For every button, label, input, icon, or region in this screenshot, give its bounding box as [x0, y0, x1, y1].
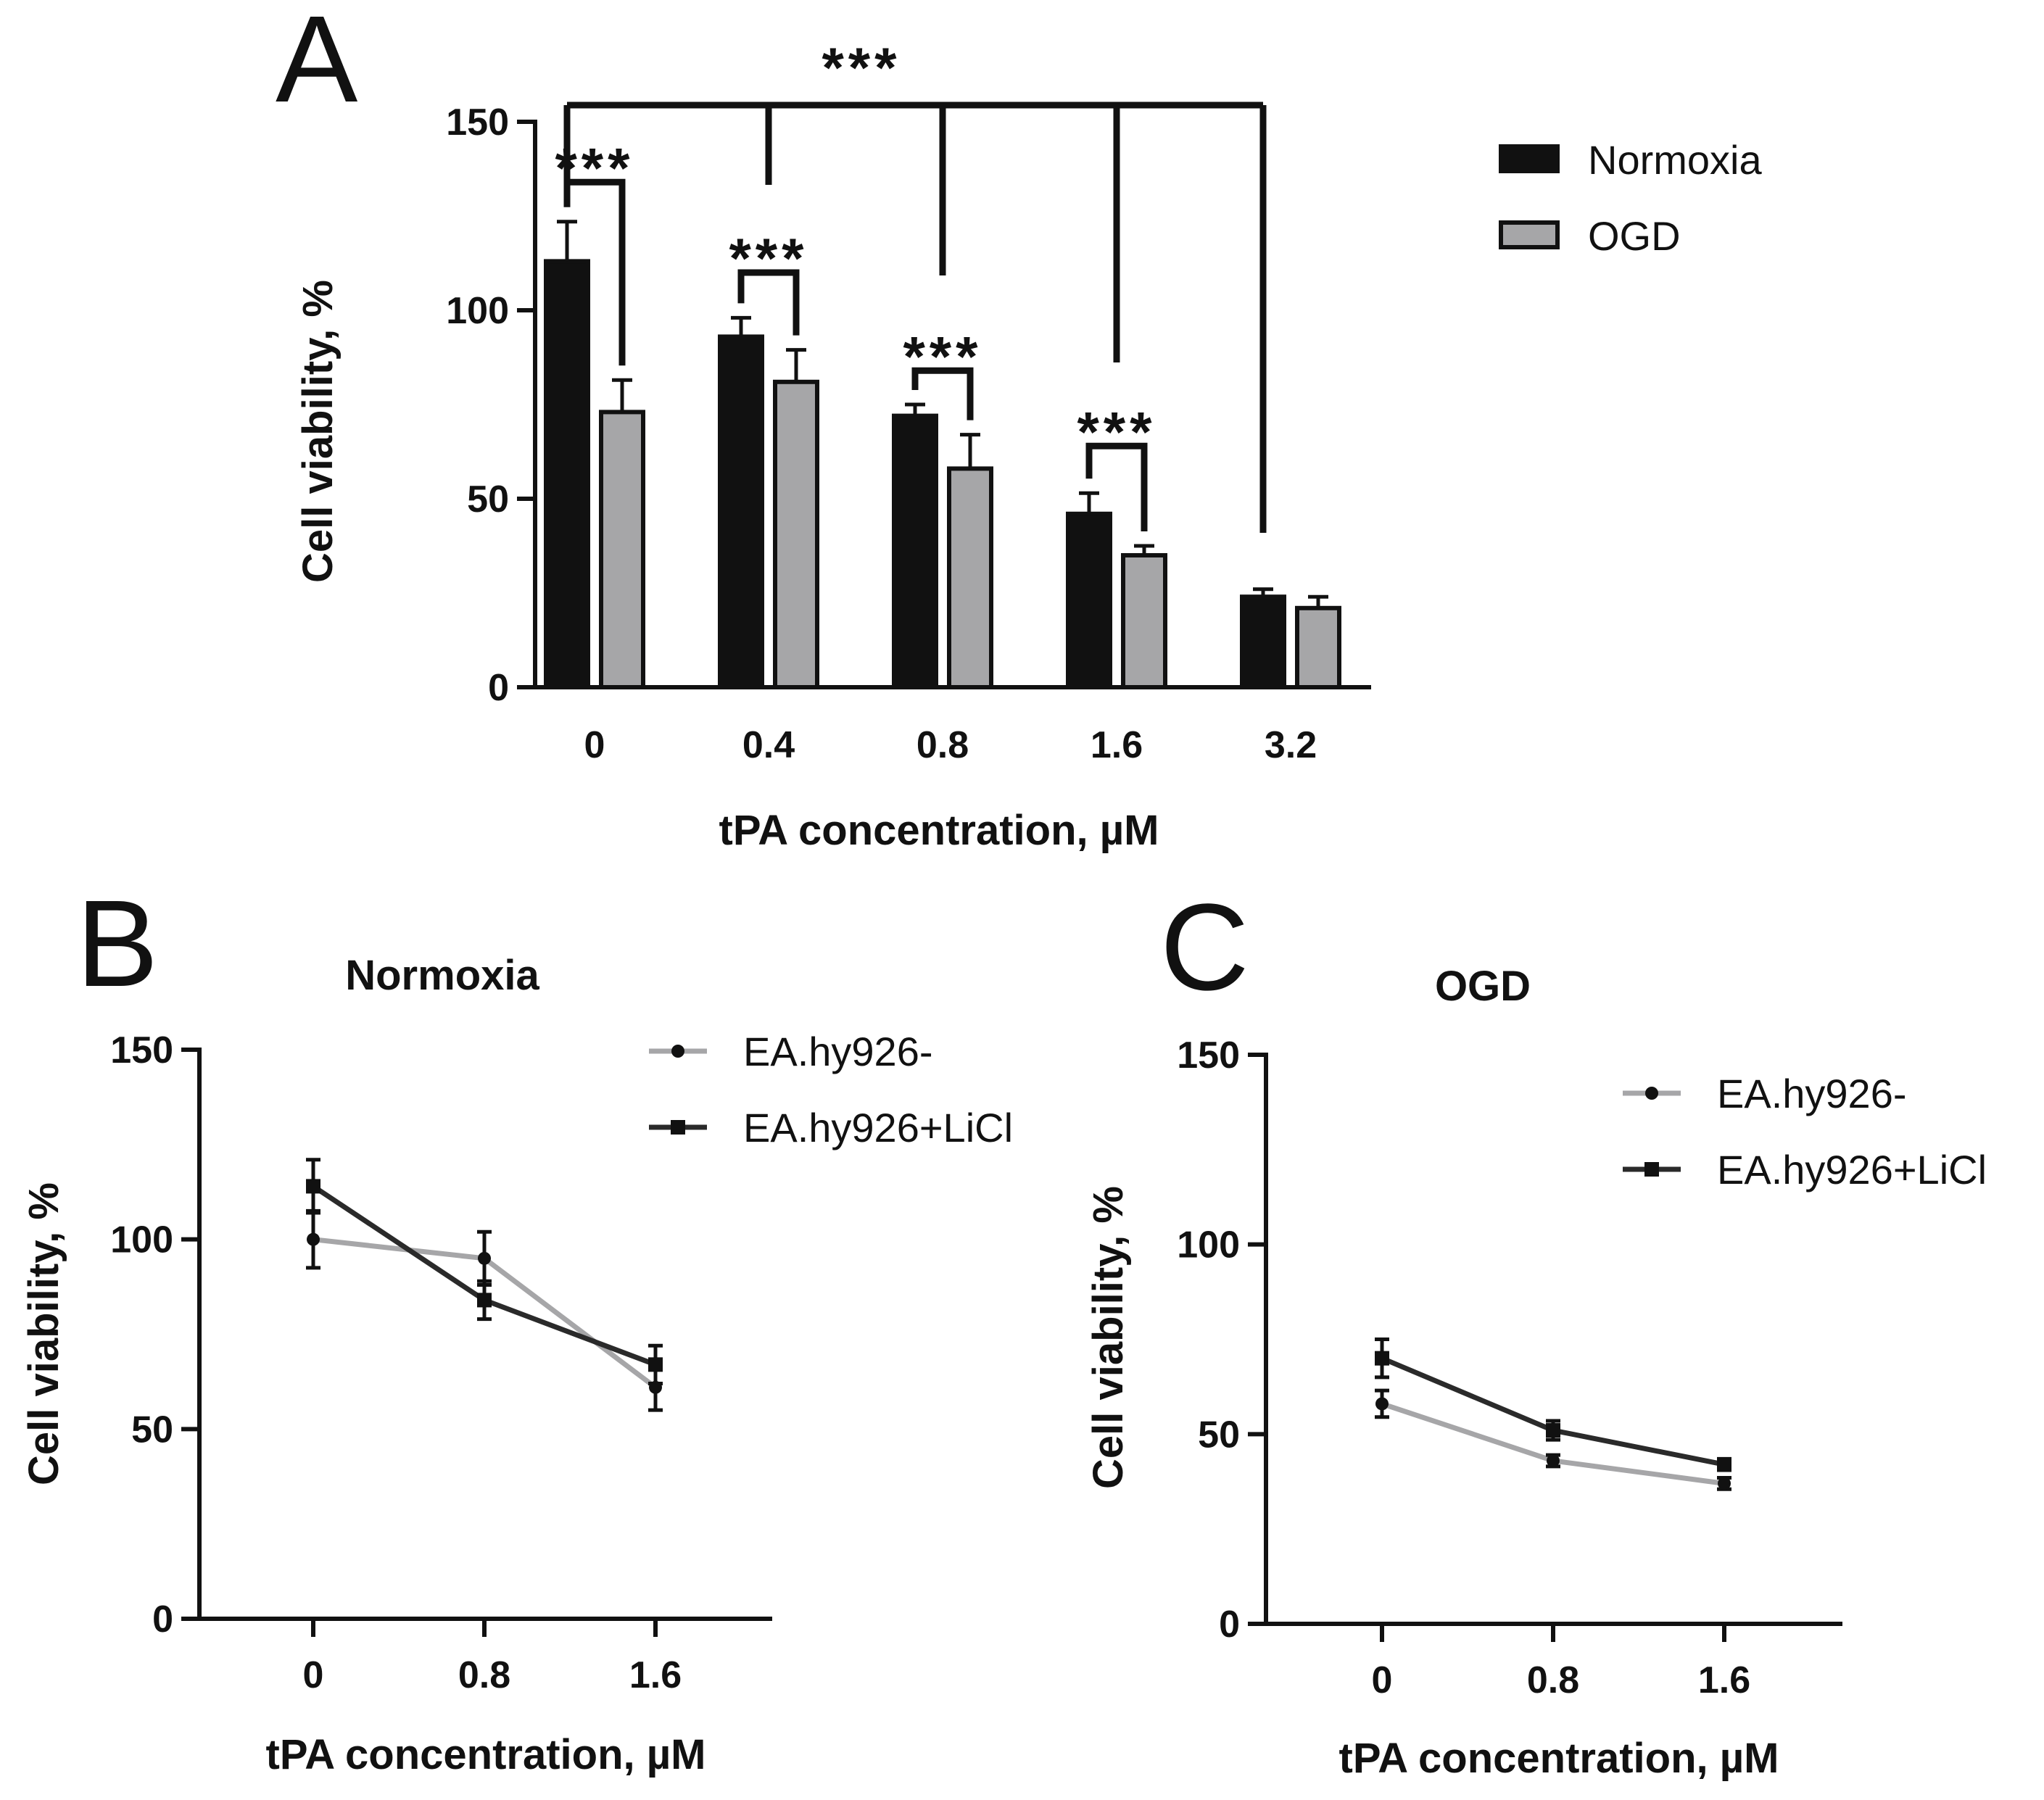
panel-c-x-title: tPA concentration, µM: [1339, 1735, 1779, 1782]
panel-a-significance-label: ***: [1077, 399, 1156, 463]
panel-c-series-line: [1381, 1401, 1725, 1486]
panel-b-point: [307, 1232, 320, 1246]
panel-a-significance-bracket: [911, 367, 974, 420]
panel-c-point: [1718, 1477, 1731, 1490]
panel-a-bar: [892, 413, 938, 689]
panel-a-x-tick-label: 1.6: [1091, 724, 1143, 766]
panel-c-point: [1375, 1397, 1389, 1411]
panel-b-y-tick-label: 50: [131, 1409, 173, 1451]
panel-b-legend-label: EA.hy926+LiCl: [743, 1105, 1013, 1150]
panel-b-point: [477, 1293, 492, 1308]
panel-a-x-title: tPA concentration, µM: [719, 807, 1159, 854]
panel-a-y-title: Cell viability, %: [294, 280, 342, 583]
panel-a-letter: A: [276, 0, 358, 128]
panel-b-y-tick-label: 100: [110, 1219, 173, 1261]
panel-c-x-tick-label: 0: [1372, 1659, 1393, 1701]
panel-c-point: [1717, 1457, 1731, 1472]
panel-a-bar: [718, 334, 764, 689]
panel-a-bar: [947, 466, 993, 690]
panel-a-bar: [1295, 605, 1341, 689]
panel-a-bar: [1121, 553, 1167, 689]
panel-b-y-tick-label: 0: [152, 1598, 173, 1641]
panel-c-y-title: Cell viability, %: [1085, 1186, 1132, 1489]
panel-b-x-title: tPA concentration, µM: [266, 1731, 706, 1778]
panel-b-legend-marker: [671, 1120, 685, 1135]
panel-c-letter: C: [1160, 879, 1249, 1016]
panel-c-y-tick-label: 0: [1219, 1604, 1240, 1646]
panel-c-legend-marker: [1644, 1162, 1659, 1177]
panel-c-point: [1546, 1423, 1560, 1438]
panel-b-legend-marker: [671, 1045, 684, 1058]
panel-a-legend-swatch: [1499, 220, 1560, 249]
panel-a-bar: [773, 379, 819, 689]
panel-b-x-tick-label: 1.6: [629, 1654, 682, 1696]
panel-c-point: [1375, 1351, 1389, 1366]
panel-b-x-tick-label: 0: [303, 1654, 324, 1696]
panel-b-y-tick-label: 150: [110, 1029, 173, 1071]
panel-b-point: [478, 1251, 491, 1265]
panel-c-x-tick-label: 0.8: [1527, 1659, 1579, 1701]
panel-c-legend-label: EA.hy926-: [1717, 1071, 1907, 1116]
panel-a-significance-bracket: [1085, 442, 1148, 531]
panel-a-y-tick-label: 0: [488, 667, 509, 709]
panel-b-letter: B: [76, 875, 158, 1013]
panel-a-significance-bracket: [737, 269, 800, 336]
panel-b-y-title: Cell viability, %: [20, 1182, 67, 1485]
panel-a-bar: [544, 259, 590, 689]
panel-c-y-tick-label: 150: [1177, 1034, 1240, 1077]
panel-a-significance-label: ***: [903, 324, 982, 388]
panel-a-x-tick-label: 3.2: [1265, 724, 1317, 766]
panel-b-title: Normoxia: [345, 952, 539, 999]
panel-a-x-tick-label: 0.4: [742, 724, 795, 766]
panel-c-point: [1547, 1453, 1560, 1467]
panel-a-legend-label: OGD: [1588, 213, 1681, 259]
panel-a-legend-label: Normoxia: [1588, 137, 1762, 183]
panel-a-x-tick-label: 0: [584, 724, 605, 766]
panel-c-series-line: [1381, 1356, 1725, 1467]
panel-a-x-tick-label: 0.8: [917, 724, 969, 766]
panel-c-legend-marker: [1645, 1087, 1658, 1100]
panel-c-y-tick-label: 100: [1177, 1224, 1240, 1266]
panel-a-y-tick-label: 100: [446, 290, 509, 332]
panel-a-y-tick-label: 50: [467, 478, 509, 520]
panel-a-bar: [1240, 594, 1286, 690]
panel-b-x-tick-label: 0.8: [458, 1654, 510, 1696]
panel-a-bar: [599, 410, 645, 690]
panel-b-point: [306, 1179, 320, 1194]
panel-a-bar: [1066, 511, 1112, 689]
panel-b-line-chart: 0 50 100 150 0 0.8 1.6 EA.hy926- EA.hy926+LiCl: [110, 1029, 1013, 1696]
panel-c-title: OGD: [1435, 963, 1531, 1010]
panel-b-legend-label: EA.hy926-: [743, 1029, 933, 1074]
panel-a-y-tick-label: 150: [446, 101, 509, 144]
panel-a-overall-significance-label: ***: [822, 36, 901, 99]
panel-b-point: [648, 1357, 663, 1372]
panel-c-legend-label: EA.hy926+LiCl: [1717, 1147, 1987, 1193]
panel-c-y-tick-label: 50: [1198, 1414, 1240, 1456]
panel-a-legend-swatch: [1499, 144, 1560, 173]
panel-c-x-tick-label: 1.6: [1698, 1659, 1750, 1701]
panel-a-significance-label: ***: [729, 226, 808, 290]
panel-c-line-chart: 0 50 100 150 0 0.8 1.6 EA.hy926- EA.hy926+LiCl: [1177, 1034, 1987, 1701]
